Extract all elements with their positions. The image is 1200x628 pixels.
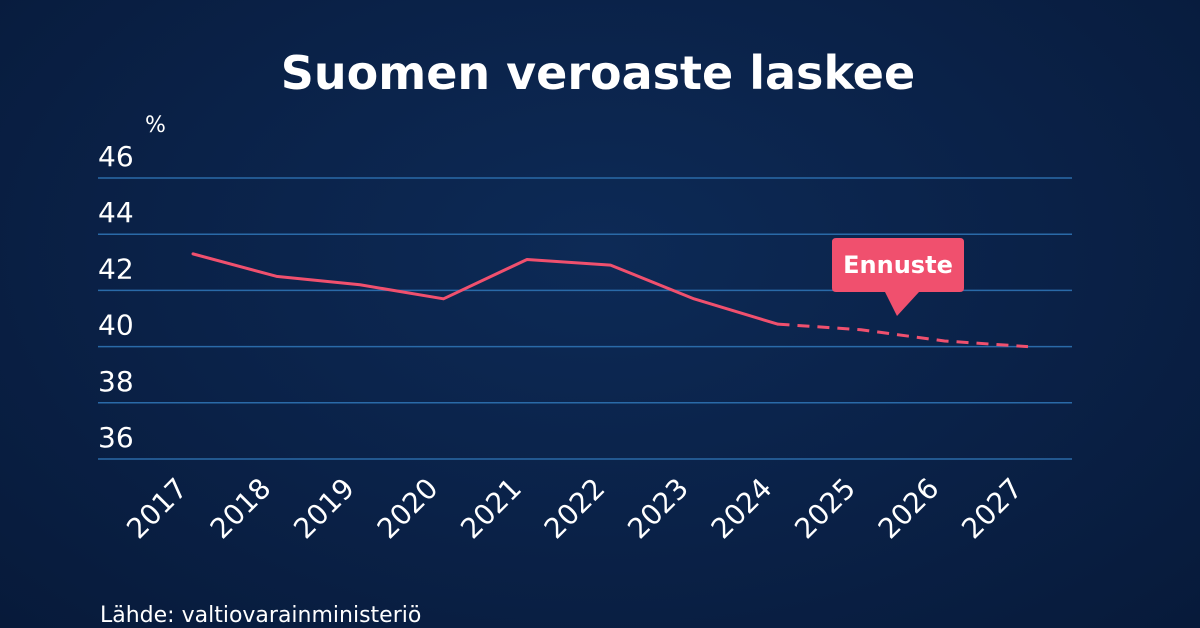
x-tick-label: 2025 [788, 472, 862, 546]
series-line-actual [191, 252, 779, 326]
x-tick-label: 2019 [287, 472, 361, 546]
x-tick-label: 2024 [705, 472, 779, 546]
y-tick-label: 46 [98, 140, 134, 173]
y-tick-label: 36 [98, 421, 134, 454]
x-tick-label: 2027 [955, 472, 1029, 546]
source-note: Lähde: valtiovarainministeriö [100, 603, 421, 628]
y-tick-label: 38 [98, 365, 134, 398]
x-tick-label: 2018 [204, 472, 278, 546]
x-tick-label: 2020 [371, 472, 445, 546]
chart-title: Suomen veroaste laskee [281, 46, 915, 100]
x-tick-label: 2022 [538, 472, 612, 546]
series-line-forecast [777, 322, 1029, 349]
y-axis-unit-label: % [145, 113, 166, 138]
x-tick-label: 2023 [621, 472, 695, 546]
y-tick-label: 42 [98, 252, 134, 285]
y-tick-label: 44 [98, 196, 134, 229]
x-tick-label: 2017 [120, 472, 194, 546]
y-axis-ticks: 46 44 42 40 38 36 [98, 140, 134, 454]
series-lines [191, 252, 1029, 349]
y-tick-label: 40 [98, 309, 134, 342]
forecast-callout-box [832, 238, 964, 316]
forecast-callout: Ennuste [832, 238, 964, 316]
x-tick-label: 2026 [872, 472, 946, 546]
forecast-callout-label: Ennuste [843, 251, 953, 279]
grid-lines [98, 177, 1072, 460]
x-axis-ticks: 2017 2018 2019 2020 2021 2022 2023 2024 2025 2026… [120, 472, 1029, 546]
x-tick-label: 2021 [454, 472, 528, 546]
